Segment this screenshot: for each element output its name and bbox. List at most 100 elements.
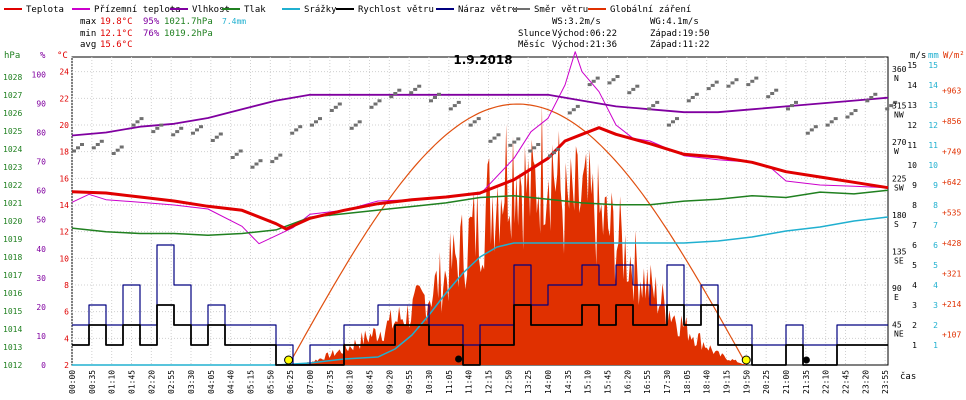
axis-unit-ms: m/s [910,51,926,61]
wind-dir-point [829,120,834,124]
wind-dir-point [746,83,751,87]
info-block: WS:3.2m/s WG:4.1m/s Slunce Východ:06:22 … [518,17,710,50]
tick-time: 11:40 [465,370,474,394]
wind-dir-point [448,107,453,111]
wind-dir-point [254,162,259,166]
tick-time: 17:30 [663,370,672,394]
sunrise-marker [284,355,294,365]
wind-dir-point [214,135,219,139]
wind-dir-point [571,108,576,112]
stat-min-label: min [80,29,96,39]
tick-time: 03:30 [187,370,196,394]
tick-time: 04:05 [207,370,216,394]
wind-dir-point [567,111,572,115]
wind-dir-point [452,104,457,108]
wind-dir-point [671,120,675,124]
wind-dir-point [667,123,671,127]
tick-time: 15:45 [604,370,613,394]
wind-dir-point [456,100,461,104]
wind-dir-point [556,147,560,151]
wind-dir-point [536,143,541,146]
tick-mm: 4 [933,281,938,290]
wind-dir-point [433,96,437,99]
tick-ms: 12 [907,121,917,130]
tick-dir-deg: 360 [892,65,907,74]
wind-dir-point [80,143,84,146]
legend-label: Srážky [304,5,337,15]
wind-dir-point [294,128,299,132]
tick-hpa: 1022 [3,181,22,190]
wind-dir-point [575,104,580,108]
tick-time: 19:15 [723,370,732,394]
tick-mm: 6 [933,241,938,250]
wind-dir-point [607,81,612,85]
wind-dir-point [290,131,295,135]
wind-dir-point [726,84,731,88]
wind-dir-point [111,152,116,155]
wind-dir-point [611,78,616,82]
wind-dir-point [337,102,342,106]
wind-dir-point [119,145,124,149]
tick-temp: 10 [59,254,69,263]
wind-dir-point [115,148,120,152]
wind-dir-point [476,117,481,121]
stat-min-temp: 12.1°C [100,29,133,39]
wind-dir-point [786,107,790,111]
tick-time: 13:25 [524,370,533,394]
stat-min-hum: 76% [143,29,160,39]
tick-wm2: +749 [942,147,961,156]
tick-temp: 24 [59,68,69,77]
tick-time: 23:55 [881,370,890,394]
wind-dir-point [171,133,176,137]
wind-dir-point [179,126,184,130]
tick-wm2: +535 [942,208,961,217]
axis-unit-temp: °C [57,51,68,61]
wind-dir-point [849,112,854,116]
radiation-area [288,104,747,365]
wind-dir-point [492,136,497,140]
wind-dir-point [131,123,136,127]
tick-wm2: +856 [942,117,961,126]
wind-dir-point [318,117,322,121]
series-lines [71,51,898,366]
tick-ms: 3 [912,301,917,310]
tick-hpa: 1019 [3,235,22,244]
wind-dir-point [488,139,493,143]
wind-dir-point [845,115,850,119]
wind-dir-point [833,117,838,121]
tick-dir-deg: 45 [892,321,902,330]
wind-dir-point [417,84,422,88]
tick-temp: 4 [64,334,69,343]
wind-dir-point [258,159,263,163]
wind-dir-point [706,87,711,91]
wind-dir-point [548,154,552,158]
tick-time: 04:40 [227,370,236,394]
wind-dir-point [508,143,513,147]
tick-ms: 6 [912,241,917,250]
tick-dir-deg: 225 [892,175,907,184]
wind-dir-point [353,123,358,127]
wind-dir-point [159,123,164,127]
wind-dir-point [218,132,223,136]
wind-dir-point [635,84,640,88]
wind-dir-point [794,100,798,104]
tick-time: 18:05 [683,370,692,394]
axis-unit-mm: mm [928,51,939,61]
axis-unit-hpa: hPa [4,51,20,61]
wind-dir-point [710,83,715,87]
tick-dir-deg: 180 [892,211,907,220]
tick-time: 05:50 [266,370,275,394]
tick-time: 18:40 [703,370,712,394]
tick-hpa: 1025 [3,127,22,136]
axis-unit-pct: % [40,51,46,61]
wind-dir-point [825,123,830,127]
wind-dir-point [790,104,794,108]
wind-dir-point [230,156,235,159]
tick-ms: 15 [907,61,917,70]
info-ws: WS:3.2m/s [552,17,601,27]
tick-hpa: 1013 [3,343,22,352]
tick-pct: 60 [36,187,46,196]
tick-temp: 16 [59,174,69,183]
tick-dir-name: SE [894,257,904,266]
